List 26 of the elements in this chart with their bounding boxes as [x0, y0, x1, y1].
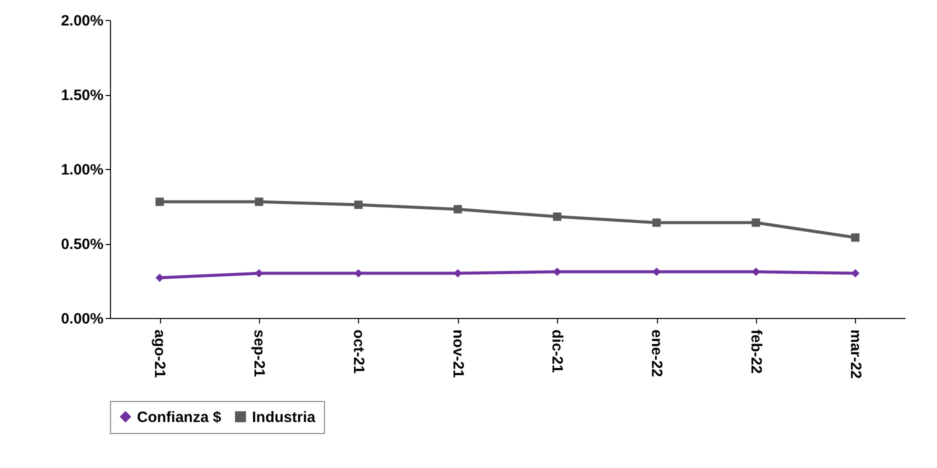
x-tick-label: feb-22 — [747, 330, 764, 374]
y-tick-label: 2.00% — [60, 12, 104, 30]
x-tick-label: nov-21 — [449, 330, 466, 378]
x-tick-label: ene-22 — [648, 330, 666, 378]
point — [254, 198, 264, 206]
x-tick-label: sep-21 — [250, 330, 268, 378]
x-tick-label: dic-21 — [548, 330, 566, 373]
point — [454, 269, 462, 278]
legend-label: Industria — [252, 408, 316, 426]
y-tick-label: 0.50% — [60, 236, 104, 253]
point — [851, 269, 860, 278]
point — [851, 233, 860, 242]
x-tick-label: mar-22 — [846, 330, 864, 379]
point — [752, 218, 760, 227]
point — [156, 198, 164, 206]
legend-label: Confianza $ — [137, 408, 222, 426]
y-tick-label: 1.50% — [60, 87, 104, 104]
point — [156, 274, 164, 282]
point — [454, 205, 462, 214]
x-tick-label: oct-21 — [350, 330, 367, 374]
point — [553, 212, 562, 221]
x-tick-label: ago-21 — [151, 330, 168, 378]
y-tick-label: 1.00% — [60, 162, 104, 178]
point — [652, 218, 661, 227]
y-tick-label: 0.00% — [60, 310, 104, 328]
point — [354, 200, 363, 209]
